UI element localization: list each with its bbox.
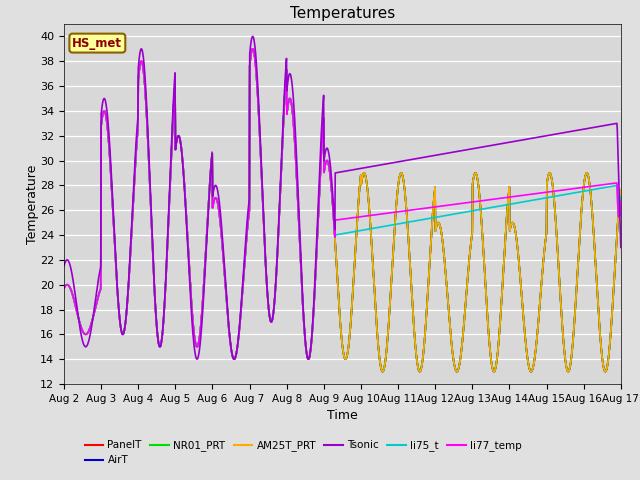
Tsonic (249, 34, 257, 39)
li75_t (502, 202, 510, 208)
AM25T_PRT (184, 240, 191, 246)
PanelT (246, 59, 254, 64)
AirT (246, 59, 254, 64)
li77_temp (170, 93, 178, 98)
AirT (502, 227, 509, 232)
NR01_PRT (170, 93, 178, 98)
li77_temp (429, 204, 437, 210)
li75_t (552, 193, 559, 199)
Line: AirT: AirT (64, 49, 621, 372)
li75_t (60, 285, 68, 291)
PanelT (60, 285, 68, 291)
PanelT (551, 208, 559, 214)
Y-axis label: Temperature: Temperature (26, 164, 38, 244)
li75_t (170, 93, 178, 98)
NR01_PRT (617, 191, 625, 197)
AirT (602, 369, 609, 374)
AM25T_PRT (617, 191, 625, 197)
Tsonic (170, 82, 178, 87)
li77_temp (617, 213, 625, 218)
PanelT (170, 93, 178, 98)
Line: PanelT: PanelT (64, 49, 621, 372)
Tsonic (60, 263, 68, 269)
Text: HS_met: HS_met (72, 36, 122, 49)
AirT (551, 208, 559, 214)
Line: NR01_PRT: NR01_PRT (64, 49, 621, 372)
PanelT (249, 46, 257, 52)
li75_t (617, 207, 625, 213)
Tsonic (617, 245, 625, 251)
li77_temp (60, 285, 68, 291)
Line: li75_t: li75_t (64, 49, 621, 359)
Tsonic (502, 140, 510, 146)
NR01_PRT (502, 227, 509, 232)
AM25T_PRT (429, 205, 437, 211)
Legend: PanelT, AirT, NR01_PRT, AM25T_PRT, Tsonic, li75_t, li77_temp: PanelT, AirT, NR01_PRT, AM25T_PRT, Tsoni… (81, 436, 526, 469)
li77_temp (552, 188, 559, 194)
NR01_PRT (602, 369, 609, 374)
li77_temp (230, 356, 238, 362)
AirT (170, 93, 178, 98)
AM25T_PRT (502, 227, 509, 232)
AirT (60, 285, 68, 291)
AirT (429, 205, 437, 211)
PanelT (184, 240, 191, 246)
li77_temp (184, 240, 191, 246)
AM25T_PRT (602, 369, 609, 374)
NR01_PRT (249, 46, 257, 52)
AM25T_PRT (246, 59, 254, 64)
NR01_PRT (246, 59, 254, 64)
AirT (617, 191, 625, 197)
NR01_PRT (429, 205, 437, 211)
li77_temp (249, 46, 257, 52)
AM25T_PRT (170, 93, 178, 98)
Line: AM25T_PRT: AM25T_PRT (64, 49, 621, 372)
Tsonic (246, 43, 254, 49)
li75_t (249, 46, 257, 52)
li77_temp (502, 195, 510, 201)
Title: Temperatures: Temperatures (290, 6, 395, 22)
AirT (184, 240, 191, 246)
PanelT (602, 369, 609, 374)
PanelT (617, 191, 625, 197)
Tsonic (184, 246, 191, 252)
li77_temp (246, 55, 254, 61)
Tsonic (552, 132, 559, 137)
Line: Tsonic: Tsonic (64, 36, 621, 359)
li75_t (230, 356, 238, 362)
li75_t (429, 215, 437, 221)
li75_t (246, 55, 254, 61)
NR01_PRT (184, 240, 191, 246)
PanelT (429, 205, 437, 211)
AM25T_PRT (60, 285, 68, 291)
NR01_PRT (60, 285, 68, 291)
PanelT (502, 227, 509, 232)
X-axis label: Time: Time (327, 409, 358, 422)
Tsonic (193, 356, 201, 362)
AM25T_PRT (551, 208, 559, 214)
Tsonic (429, 153, 437, 158)
li75_t (184, 240, 191, 246)
Line: li77_temp: li77_temp (64, 49, 621, 359)
AirT (249, 46, 257, 52)
NR01_PRT (551, 208, 559, 214)
AM25T_PRT (249, 46, 257, 52)
